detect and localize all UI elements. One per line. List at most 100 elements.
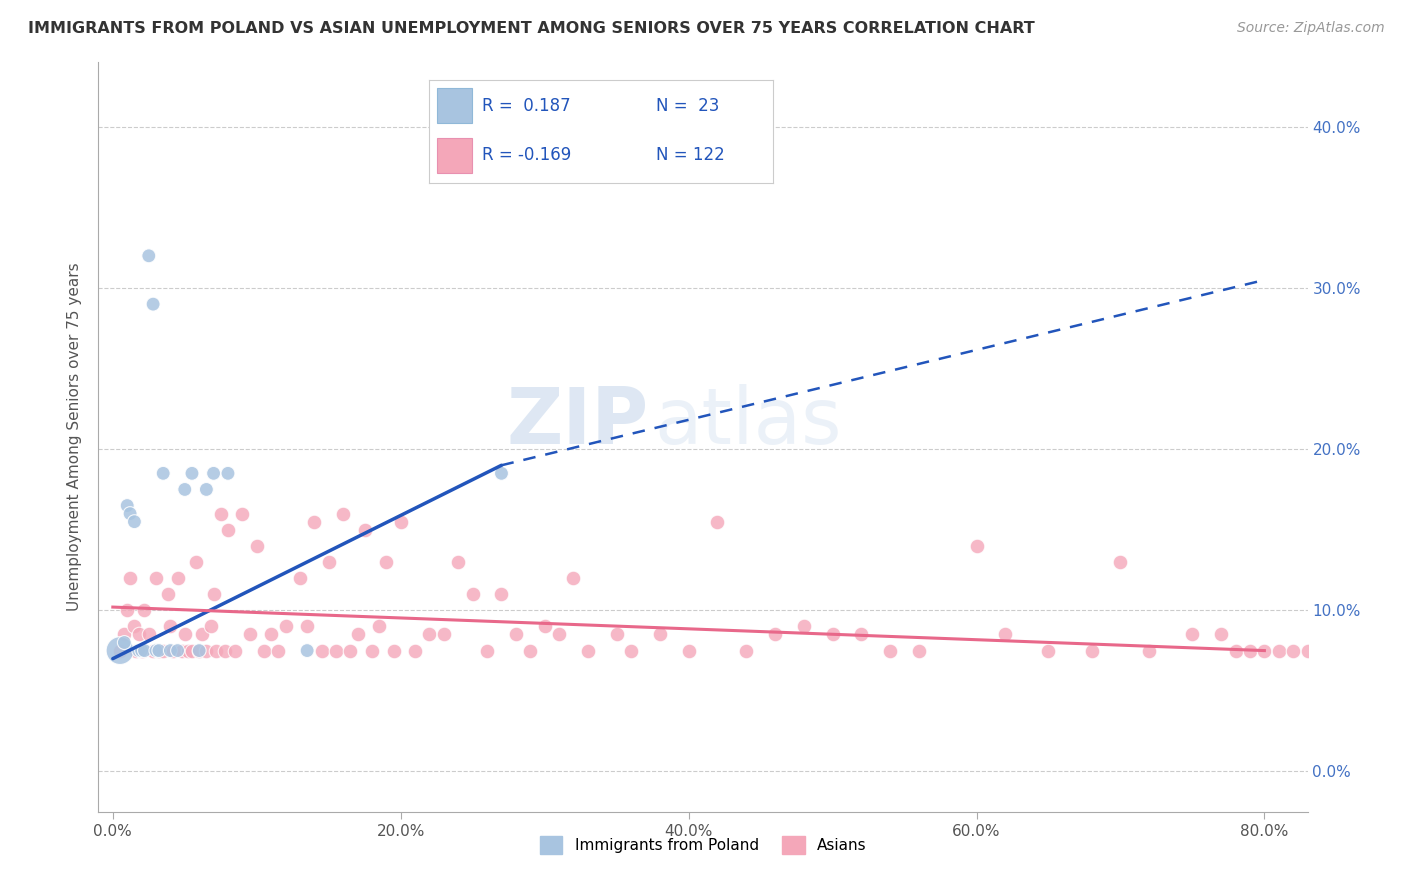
Point	[295, 643, 318, 657]
Point	[851, 627, 873, 641]
Point	[191, 627, 214, 641]
Point	[491, 587, 513, 601]
Point	[1038, 643, 1060, 657]
Point	[274, 619, 297, 633]
Point	[576, 643, 599, 657]
Bar	[437, 88, 472, 123]
Point	[339, 643, 361, 657]
Point	[166, 643, 188, 657]
Point	[325, 643, 347, 657]
Point	[288, 571, 311, 585]
Point	[124, 619, 146, 633]
Point	[295, 619, 318, 633]
Point	[966, 539, 988, 553]
Point	[1282, 643, 1305, 657]
Legend: Immigrants from Poland, Asians: Immigrants from Poland, Asians	[533, 830, 873, 860]
Point	[131, 643, 153, 657]
Text: R = -0.169: R = -0.169	[482, 146, 571, 164]
Point	[1296, 643, 1319, 657]
Point	[994, 627, 1017, 641]
Point	[821, 627, 844, 641]
Point	[1268, 643, 1291, 657]
Point	[361, 643, 384, 657]
Point	[231, 507, 253, 521]
Point	[1310, 643, 1333, 657]
Point	[375, 555, 398, 569]
Point	[475, 643, 498, 657]
Text: IMMIGRANTS FROM POLAND VS ASIAN UNEMPLOYMENT AMONG SENIORS OVER 75 YEARS CORRELA: IMMIGRANTS FROM POLAND VS ASIAN UNEMPLOY…	[28, 21, 1035, 36]
Point	[202, 467, 225, 481]
Text: N =  23: N = 23	[657, 97, 720, 115]
Point	[1211, 627, 1233, 641]
Point	[548, 627, 571, 641]
Point	[214, 643, 236, 657]
Point	[120, 571, 142, 585]
Point	[267, 643, 290, 657]
Point	[239, 627, 262, 641]
Point	[368, 619, 391, 633]
Point	[763, 627, 786, 641]
Point	[260, 627, 283, 641]
Point	[246, 539, 269, 553]
Point	[195, 483, 218, 497]
Point	[128, 643, 150, 657]
Point	[908, 643, 931, 657]
Point	[533, 619, 555, 633]
Point	[389, 515, 412, 529]
Point	[879, 643, 901, 657]
Point	[156, 587, 179, 601]
Point	[142, 643, 165, 657]
Point	[1368, 643, 1391, 657]
Point	[115, 499, 138, 513]
Point	[128, 627, 150, 641]
Point	[793, 619, 815, 633]
Point	[562, 571, 585, 585]
Point	[181, 467, 204, 481]
Point	[186, 555, 208, 569]
Point	[1225, 643, 1247, 657]
Point	[115, 603, 138, 617]
Point	[148, 643, 170, 657]
Point	[138, 627, 160, 641]
Point	[353, 523, 375, 537]
Y-axis label: Unemployment Among Seniors over 75 years: Unemployment Among Seniors over 75 years	[67, 263, 83, 611]
Point	[112, 635, 135, 649]
Point	[200, 619, 222, 633]
Point	[145, 571, 167, 585]
Point	[188, 643, 211, 657]
Point	[108, 643, 131, 657]
Point	[159, 619, 181, 633]
Point	[1253, 643, 1275, 657]
Point	[447, 555, 470, 569]
Point	[224, 643, 246, 657]
Point	[606, 627, 628, 641]
Point	[134, 603, 156, 617]
Point	[382, 643, 405, 657]
Point	[124, 515, 146, 529]
Point	[173, 627, 195, 641]
Point	[170, 643, 193, 657]
Point	[404, 643, 426, 657]
Point	[433, 627, 456, 641]
Point	[1137, 643, 1160, 657]
Point	[108, 643, 131, 657]
Point	[138, 249, 160, 263]
Point	[202, 587, 225, 601]
Point	[195, 643, 218, 657]
Point	[311, 643, 333, 657]
Point	[1398, 643, 1406, 657]
Point	[131, 643, 153, 657]
Point	[152, 643, 174, 657]
Point	[162, 643, 184, 657]
Bar	[437, 137, 472, 173]
Point	[1109, 555, 1132, 569]
Point	[205, 643, 228, 657]
Point	[519, 643, 541, 657]
Point	[142, 297, 165, 311]
Point	[188, 643, 211, 657]
Point	[1324, 643, 1347, 657]
Point	[181, 643, 204, 657]
Point	[332, 507, 354, 521]
Point	[253, 643, 276, 657]
Point	[173, 483, 195, 497]
